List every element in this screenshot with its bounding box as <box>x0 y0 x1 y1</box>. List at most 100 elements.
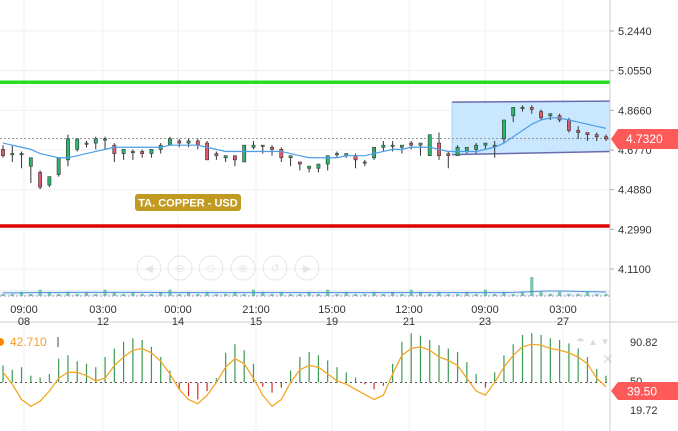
candle <box>75 138 80 152</box>
indicator-value: 42.710 <box>10 335 47 349</box>
zoom-in-icon[interactable] <box>230 255 256 281</box>
settings-icon[interactable]: ☂ <box>576 337 585 348</box>
candle-body <box>1 149 5 156</box>
volume-bar <box>576 293 580 296</box>
symbol-badge[interactable]: TA. COPPER - USD <box>135 194 241 211</box>
x-tick-date: 21 <box>403 316 415 328</box>
x-tick-date: 27 <box>557 316 569 328</box>
candle <box>112 143 117 162</box>
volume-bar <box>205 291 209 296</box>
volume-bar <box>242 293 246 296</box>
volume-bar <box>1 293 5 296</box>
candle <box>195 138 200 150</box>
volume-bar <box>112 291 116 296</box>
volume-bar <box>335 293 339 296</box>
horizontal-lines[interactable] <box>0 80 610 228</box>
candle <box>492 140 497 158</box>
channel-lower-line[interactable] <box>451 150 611 156</box>
x-tick-time: 09:00 <box>471 304 499 316</box>
candle <box>158 143 163 154</box>
volume-bar <box>511 293 515 296</box>
candle-body <box>307 165 312 169</box>
candle-body <box>195 140 200 146</box>
candle <box>297 161 302 171</box>
volume-bar <box>604 293 608 296</box>
svg-text:⊙: ⊙ <box>206 263 215 275</box>
oscillator-axis: 90.825019.72 <box>630 337 658 417</box>
candle-body <box>427 134 432 156</box>
candle-body <box>297 161 302 165</box>
reset-icon[interactable] <box>262 255 288 281</box>
candle-body <box>251 144 256 148</box>
volume-bar <box>131 291 135 296</box>
candle <box>594 132 599 141</box>
candle <box>223 155 228 162</box>
close-icon[interactable]: ✕ <box>602 351 614 367</box>
candle-body <box>502 119 506 140</box>
volume-bar <box>595 293 599 296</box>
candle-body <box>390 144 395 147</box>
volume-bar <box>437 291 441 296</box>
osc-tick-label: 19.72 <box>630 405 658 417</box>
candle <box>121 149 126 160</box>
volume-bar <box>558 291 562 296</box>
candle-body <box>84 142 89 145</box>
volume-bar <box>465 291 469 296</box>
candle-body <box>418 142 423 146</box>
pin-icon[interactable]: ▲ <box>588 337 598 348</box>
candle-body <box>446 153 451 156</box>
volume-bar <box>353 293 358 296</box>
candle <box>205 140 209 161</box>
volume-bar <box>177 293 181 296</box>
candle <box>93 136 98 150</box>
candle <box>381 140 386 152</box>
volume-bar <box>214 293 218 296</box>
volume-bar <box>381 293 385 296</box>
candle-body <box>492 144 497 147</box>
candle-body <box>10 153 15 156</box>
candle <box>19 151 24 169</box>
candle <box>520 105 525 112</box>
candle-body <box>19 153 24 156</box>
candle <box>288 155 293 167</box>
price-axis: 5.24405.05504.86604.67704.48804.29904.11… <box>610 26 652 276</box>
x-tick-date: 14 <box>172 316 184 328</box>
price-channel[interactable] <box>451 100 611 156</box>
candle-body <box>242 144 247 163</box>
channel-upper-line[interactable] <box>451 100 611 103</box>
zoom-out-icon[interactable] <box>167 255 193 281</box>
x-tick-time: 03:00 <box>89 304 117 316</box>
osc-tick-label: 90.82 <box>630 337 658 349</box>
candle <box>66 134 70 167</box>
candle-body <box>511 107 516 117</box>
candle <box>585 132 590 141</box>
volume-bar <box>66 291 70 296</box>
x-tick-time: 00:00 <box>164 304 192 316</box>
volume-bar <box>400 293 404 296</box>
candle-body <box>93 138 98 144</box>
pan-left-icon[interactable] <box>136 255 162 281</box>
candle <box>511 107 516 123</box>
volume-bar <box>94 293 98 296</box>
volume-bar <box>298 293 302 296</box>
volume-bar <box>19 291 24 296</box>
candle <box>130 149 135 160</box>
pan-right-icon[interactable] <box>294 255 320 281</box>
volume-bar <box>186 291 191 296</box>
x-tick-date: 23 <box>479 316 491 328</box>
zoom-reset-icon[interactable] <box>198 255 224 281</box>
chart-toolbar[interactable]: ◀ ⊖ ⊙ ⊕ ↺ ▶ <box>136 255 320 281</box>
time-axis: 09:000803:001200:001421:001515:001912:00… <box>10 304 577 328</box>
candle <box>47 176 52 188</box>
x-tick-date: 12 <box>97 316 109 328</box>
collapse-icon[interactable]: ▼ <box>600 337 610 348</box>
candle <box>604 134 608 141</box>
candle <box>576 126 581 139</box>
y-tick-label: 4.2990 <box>618 224 652 236</box>
volume-bar <box>344 291 348 296</box>
candle-body <box>576 130 581 133</box>
panel-controls[interactable]: ☂ ▲ ▼ ✕ <box>576 337 614 367</box>
candle <box>502 119 506 144</box>
volume-bar <box>455 293 460 296</box>
